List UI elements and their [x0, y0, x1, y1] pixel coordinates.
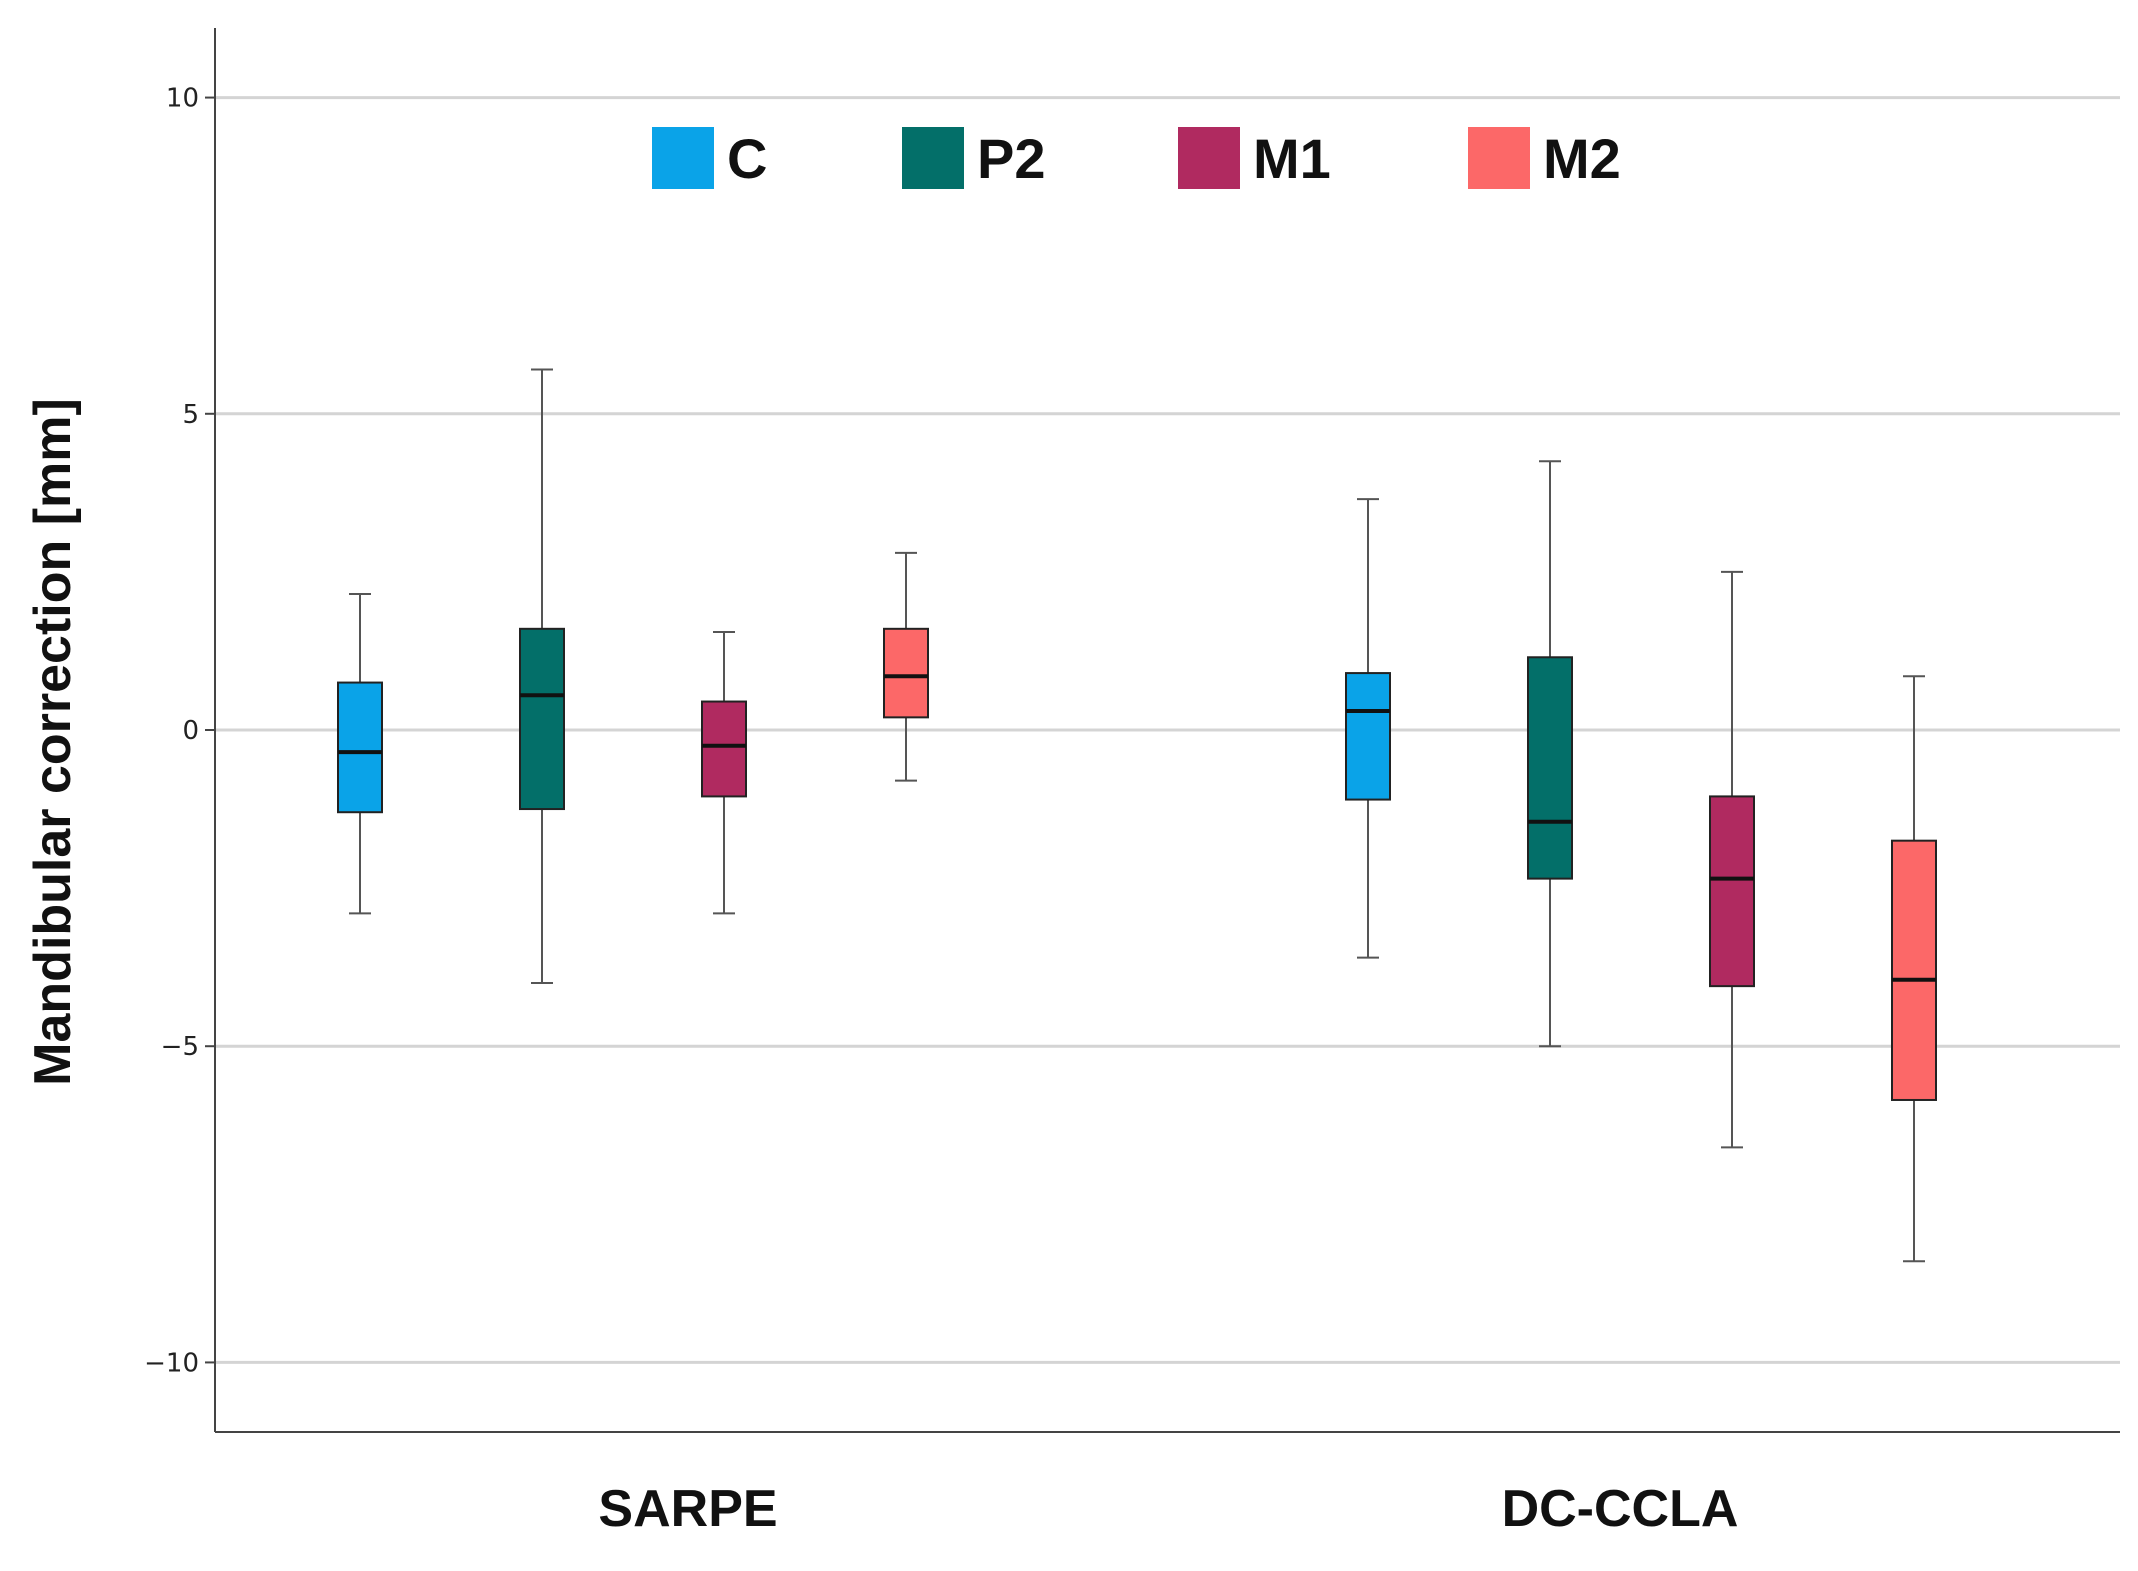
iqr-box: [1345, 672, 1391, 801]
iqr-box: [701, 700, 747, 798]
box-M2-DC-CCLA: [1891, 675, 1937, 1263]
iqr-box: [1709, 795, 1755, 988]
iqr-box: [1891, 839, 1937, 1101]
box-M1-SARPE: [701, 630, 747, 915]
y-axis-title: Mandibular correction [mm]: [24, 398, 82, 1086]
box-M1-DC-CCLA: [1709, 570, 1755, 1149]
legend-label: C: [727, 127, 767, 190]
category-label-DC-CCLA: DC-CCLA: [1502, 1480, 1739, 1538]
legend-swatch: [652, 127, 714, 189]
legend-swatch: [1178, 127, 1240, 189]
legend-item-M1: M1: [1178, 127, 1331, 190]
boxes: [337, 368, 1937, 1263]
axes: [214, 28, 2120, 1433]
box-C-SARPE: [337, 593, 383, 915]
x-axis-category-labels: SARPE DC-CCLA: [598, 1480, 1738, 1538]
y-tick-label: −5: [161, 1032, 199, 1062]
legend-label: M1: [1253, 127, 1331, 190]
y-axis-ticks: 10 5 0 −5 −10: [144, 84, 215, 1378]
box-C-DC-CCLA: [1345, 498, 1391, 959]
legend-item-C: C: [652, 127, 767, 190]
y-tick-label: −10: [144, 1348, 199, 1378]
gridlines: [215, 96, 2120, 1364]
iqr-box: [883, 627, 929, 719]
box-P2-DC-CCLA: [1527, 460, 1573, 1048]
category-label-SARPE: SARPE: [598, 1480, 777, 1538]
y-tick-label: 0: [182, 716, 199, 746]
y-tick-label: 10: [166, 84, 199, 114]
iqr-box: [1527, 656, 1573, 880]
iqr-box: [519, 627, 565, 811]
legend-swatch: [902, 127, 964, 189]
box-P2-SARPE: [519, 368, 565, 984]
box-M2-SARPE: [883, 551, 929, 782]
legend: C P2 M1 M2: [652, 127, 1621, 190]
legend-item-M2: M2: [1468, 127, 1621, 190]
y-tick-label: 5: [182, 400, 199, 430]
legend-label: M2: [1543, 127, 1621, 190]
iqr-box: [337, 681, 383, 814]
legend-label: P2: [977, 127, 1046, 190]
legend-item-P2: P2: [902, 127, 1046, 190]
legend-swatch: [1468, 127, 1530, 189]
